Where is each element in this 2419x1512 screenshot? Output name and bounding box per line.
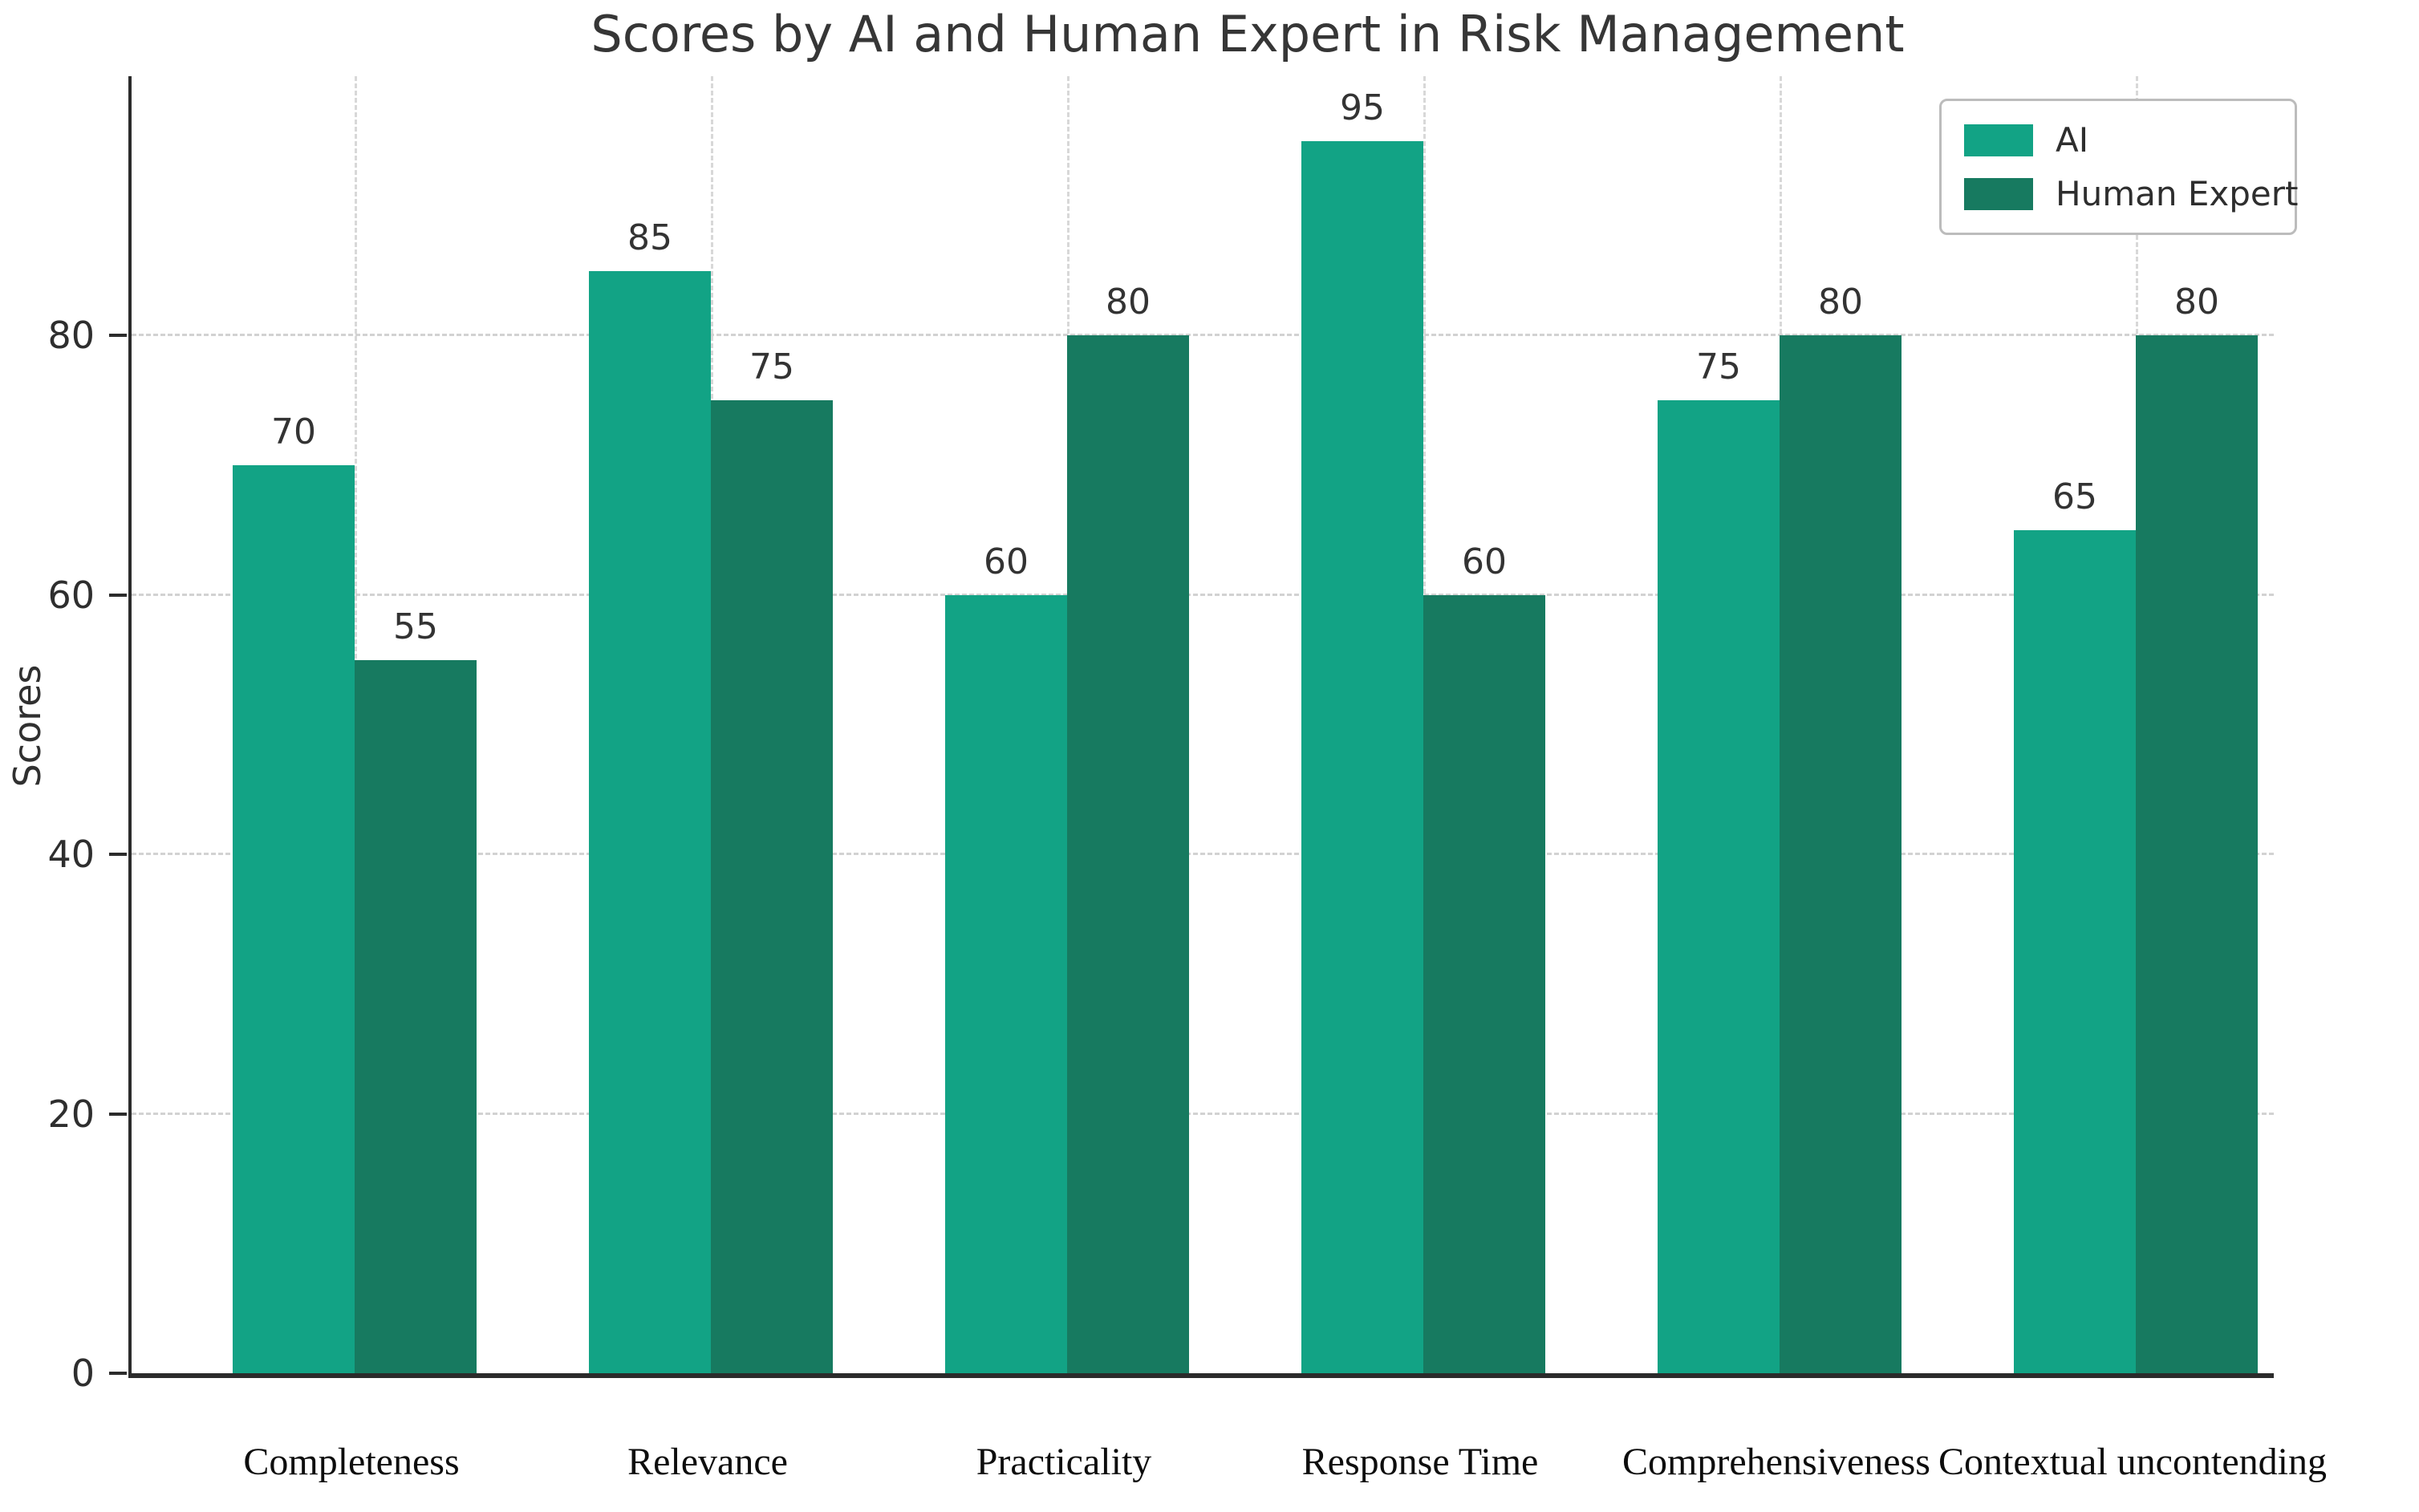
bar-ai-practicality bbox=[945, 594, 1067, 1373]
chart-title: Scores by AI and Human Expert in Risk Ma… bbox=[591, 5, 1905, 63]
y-tick-label: 0 bbox=[71, 1352, 95, 1395]
bar-ai-relevance bbox=[589, 270, 711, 1373]
human-expert-legend-swatch bbox=[1964, 177, 2033, 210]
bar-value-label: 95 bbox=[1340, 87, 1385, 128]
bar-value-label: 75 bbox=[749, 347, 794, 388]
y-tick-label: 40 bbox=[47, 833, 95, 877]
bar-value-label: 80 bbox=[2174, 282, 2219, 323]
bar-value-label: 70 bbox=[271, 411, 316, 453]
x-tick-label: Completeness bbox=[243, 1441, 460, 1483]
bar-value-label: 65 bbox=[2052, 476, 2097, 517]
x-tick-label: Relevance bbox=[627, 1441, 788, 1483]
y-axis-ticks: 0 20 40 60 80 bbox=[0, 76, 127, 1395]
y-tick-label: 20 bbox=[47, 1092, 95, 1136]
y-tick-mark bbox=[109, 593, 127, 597]
y-tick-mark bbox=[109, 1112, 127, 1116]
bar-human-expert-relevance bbox=[711, 400, 833, 1373]
bar-value-label: 85 bbox=[627, 217, 672, 258]
bar-ai-contextual-uncontending bbox=[2014, 529, 2136, 1373]
x-tick-label: Comprehensiveness bbox=[1622, 1441, 1930, 1483]
legend-entry-human-expert: Human Expert bbox=[1964, 174, 2298, 213]
y-tick-mark bbox=[109, 334, 127, 338]
bar-ai-response-time bbox=[1301, 140, 1423, 1373]
bar-human-expert-response-time bbox=[1423, 594, 1545, 1373]
bar-value-label: 80 bbox=[1106, 282, 1151, 323]
y-tick-label: 60 bbox=[47, 573, 95, 617]
x-tick-label: Response Time bbox=[1301, 1441, 1539, 1483]
x-axis-labels: Completeness Relevance Practicality Respons… bbox=[128, 1440, 2327, 1504]
bar-value-label: 60 bbox=[984, 541, 1029, 582]
bar-value-label: 75 bbox=[1696, 347, 1741, 388]
bar-ai-comprehensiveness bbox=[1658, 400, 1780, 1373]
plot-area: 70 55 85 75 60 80 95 60 75 80 65 80 bbox=[128, 76, 2274, 1378]
x-tick-label: Practicality bbox=[976, 1441, 1152, 1483]
y-tick-label: 80 bbox=[47, 314, 95, 358]
bar-human-expert-completeness bbox=[355, 659, 477, 1373]
human-expert-legend-label: Human Expert bbox=[2056, 174, 2299, 213]
horizontal-gridline bbox=[132, 334, 2274, 337]
x-tick-label: Contextual uncontending bbox=[1938, 1441, 2327, 1483]
bar-human-expert-practicality bbox=[1067, 335, 1189, 1373]
y-tick-mark bbox=[109, 1372, 127, 1375]
bar-value-label: 80 bbox=[1818, 282, 1863, 323]
horizontal-gridline bbox=[132, 593, 2274, 596]
legend: AI Human Expert bbox=[1939, 99, 2298, 235]
bar-human-expert-contextual-uncontending bbox=[2136, 335, 2258, 1373]
legend-entry-ai: AI bbox=[1964, 120, 2272, 160]
horizontal-gridline bbox=[132, 853, 2274, 856]
bar-human-expert-comprehensiveness bbox=[1780, 335, 1902, 1373]
ai-legend-swatch bbox=[1964, 124, 2033, 156]
horizontal-gridline bbox=[132, 1112, 2274, 1115]
ai-legend-label: AI bbox=[2056, 120, 2089, 160]
bar-value-label: 60 bbox=[1462, 541, 1507, 582]
y-tick-mark bbox=[109, 853, 127, 857]
bar-value-label: 55 bbox=[393, 606, 438, 647]
bar-ai-completeness bbox=[233, 465, 355, 1373]
